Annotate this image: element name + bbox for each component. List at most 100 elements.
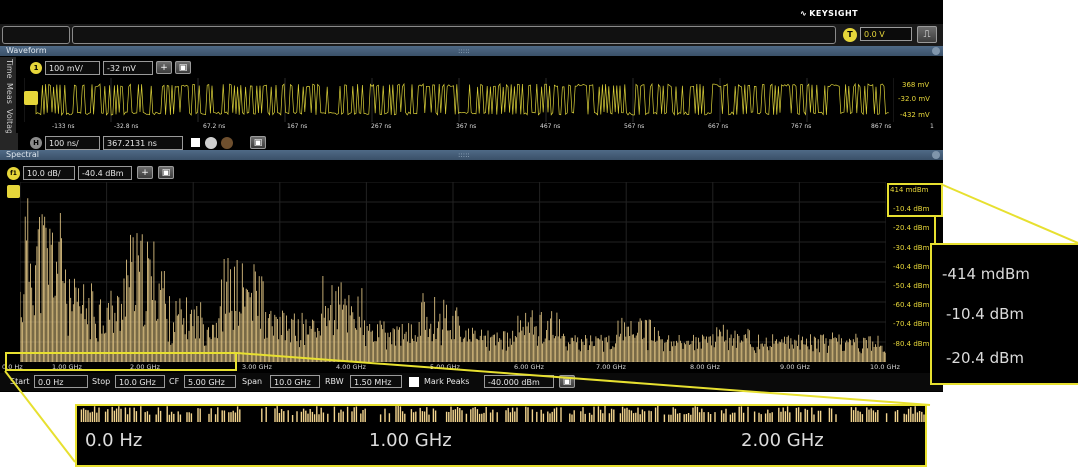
zoom-x-label: 1.00 GHz (369, 430, 452, 451)
trigger-level-field[interactable]: 0.0 V (860, 27, 912, 41)
waveform-side-tabs: Time Meas Voltage (0, 57, 16, 150)
waveform-display[interactable] (24, 78, 894, 122)
keysight-wave-icon: ∿ (800, 9, 808, 18)
panel-grip-icon[interactable]: ::::: (458, 151, 470, 159)
vertical-offset-field[interactable]: -32 mV (103, 61, 153, 75)
panel-grip-icon[interactable]: ::::: (458, 47, 470, 55)
spectrum-y-label: 414 mdBm (890, 186, 929, 194)
toolbar-message-field[interactable] (72, 26, 836, 44)
waveform-bottom-label: -432 mV (900, 111, 930, 119)
spectrum-y-label: -50.4 dBm (893, 282, 930, 290)
spectrum-trace (20, 182, 886, 362)
vertical-scale-field[interactable]: 100 mV/ (45, 61, 100, 75)
frequency-tick-label: 4.00 GHz (336, 363, 366, 371)
frequency-tick-label: 9.00 GHz (780, 363, 810, 371)
time-tick-label: 167 ns (287, 123, 308, 130)
time-tick-label: 867 ns (871, 123, 892, 130)
frequency-tick-label: 7.00 GHz (596, 363, 626, 371)
frequency-tick-label: 3.00 GHz (242, 363, 272, 371)
horizontal-position-field[interactable]: 367.2131 ns (103, 136, 183, 150)
spectrum-y-label: -30.4 dBm (893, 243, 930, 252)
zoom-icon[interactable] (205, 137, 217, 149)
zoom-y-label: -414 mdBm (942, 265, 1030, 283)
start-field[interactable]: 0.0 Hz (34, 375, 88, 388)
trigger-badge[interactable]: T (843, 28, 857, 42)
frequency-tick-label: 10.0 GHz (870, 363, 900, 371)
zoom-trace-fragment (80, 406, 925, 422)
collapse-icon[interactable] (932, 151, 940, 159)
cf-label: CF (169, 377, 180, 386)
spectrum-y-label: -60.4 dBm (893, 301, 930, 310)
waveform-center-label: -32.0 mV (898, 95, 930, 103)
waveform-panel-title: Waveform (6, 46, 47, 55)
time-tick-label: 767 ns (791, 123, 812, 130)
oscilloscope-screen: ∿ KEYSIGHT T 0.0 V ⎍ Waveform ::::: Time … (0, 0, 943, 392)
waveform-top-label: 368 mV (902, 81, 930, 89)
mark-peaks-threshold-field[interactable]: -40.000 dBm (484, 375, 554, 388)
zoom-y-label: -10.4 dBm (946, 305, 1025, 323)
horizontal-badge[interactable]: H (30, 137, 42, 149)
time-end-tick: 1 (930, 123, 934, 130)
zoom-y-labels: -414 mdBm -10.4 dBm -20.4 dBm (930, 243, 1078, 385)
spectral-panel-header: Spectral ::::: (0, 150, 943, 160)
spectrum-y-label: -20.4 dBm (893, 224, 930, 233)
spectrum-y-label: -80.4 dBm (893, 339, 930, 348)
zoom-x-label: 0.0 Hz (85, 430, 143, 451)
add-button[interactable]: + (137, 166, 153, 179)
highlight-box-y-labels (887, 183, 943, 217)
navigate-icon[interactable] (221, 137, 233, 149)
frequency-tick-label: 8.00 GHz (690, 363, 720, 371)
time-tick-label: -32.8 ns (114, 123, 139, 130)
mark-peaks-label: Mark Peaks (424, 377, 470, 386)
waveform-panel-header: Waveform ::::: (0, 46, 943, 56)
rbw-label: RBW (325, 377, 344, 386)
toolbar-left-field[interactable] (2, 26, 70, 44)
spectrum-display[interactable] (20, 182, 886, 362)
add-button[interactable]: + (156, 61, 172, 74)
spectral-offset-field[interactable]: -40.4 dBm (78, 166, 132, 180)
highlight-box-x-labels (5, 352, 237, 371)
spectrum-y-label: -40.4 dBm (893, 262, 930, 271)
checkbox[interactable] (191, 138, 200, 147)
channel-1-ground-marker[interactable] (24, 91, 38, 105)
top-toolbar: T 0.0 V ⎍ (0, 24, 943, 46)
time-tick-label: 367 ns (456, 123, 477, 130)
spectral-scale-field[interactable]: 10.0 dB/ (23, 166, 75, 180)
frequency-tick-label: 2.00 GHz (130, 363, 160, 371)
time-tick-label: 667 ns (708, 123, 729, 130)
trigger-slope-icon[interactable]: ⎍ (917, 26, 937, 43)
frequency-tick-label: 5.00 GHz (430, 363, 460, 371)
time-tick-label: 67.2 ns (203, 123, 226, 130)
time-tick-label: 267 ns (371, 123, 392, 130)
stop-field[interactable]: 10.0 GHz (115, 375, 165, 388)
collapse-icon[interactable] (932, 47, 940, 55)
spectrum-y-label: -70.4 dBm (893, 320, 930, 329)
span-label: Span (242, 377, 263, 386)
frequency-tick-label: 0.0 Hz (2, 363, 23, 371)
zoom-x-labels: 0.0 Hz 1.00 GHz 2.00 GHz (75, 404, 927, 467)
window-icon[interactable]: ▣ (250, 136, 266, 149)
function-marker[interactable] (7, 185, 20, 198)
zoom-y-label: -20.4 dBm (946, 349, 1025, 367)
channel-1-badge[interactable]: 1 (30, 62, 42, 74)
window-icon[interactable]: ▣ (175, 61, 191, 74)
span-field[interactable]: 10.0 GHz (270, 375, 320, 388)
frequency-tick-label: 1.00 GHz (52, 363, 82, 371)
side-tab-spacer (0, 133, 18, 150)
stop-label: Stop (92, 377, 111, 386)
spectral-panel-title: Spectral (6, 150, 40, 159)
spectral-settings-bar: Start 0.0 Hz Stop 10.0 GHz CF 5.00 GHz S… (0, 373, 943, 391)
start-label: Start (10, 377, 30, 386)
horizontal-scale-field[interactable]: 100 ns/ (45, 136, 100, 150)
cf-field[interactable]: 5.00 GHz (184, 375, 236, 388)
time-tick-label: 467 ns (540, 123, 561, 130)
brand-logo: ∿ KEYSIGHT (800, 9, 859, 18)
mark-peaks-checkbox[interactable] (409, 377, 419, 387)
rbw-field[interactable]: 1.50 MHz (350, 375, 402, 388)
zoom-x-label: 2.00 GHz (741, 430, 824, 451)
waveform-trace (24, 78, 894, 122)
function-badge[interactable]: f1 (7, 167, 20, 180)
window-icon[interactable]: ▣ (158, 166, 174, 179)
frequency-tick-label: 6.00 GHz (514, 363, 544, 371)
time-tick-label: -133 ns (52, 123, 75, 130)
